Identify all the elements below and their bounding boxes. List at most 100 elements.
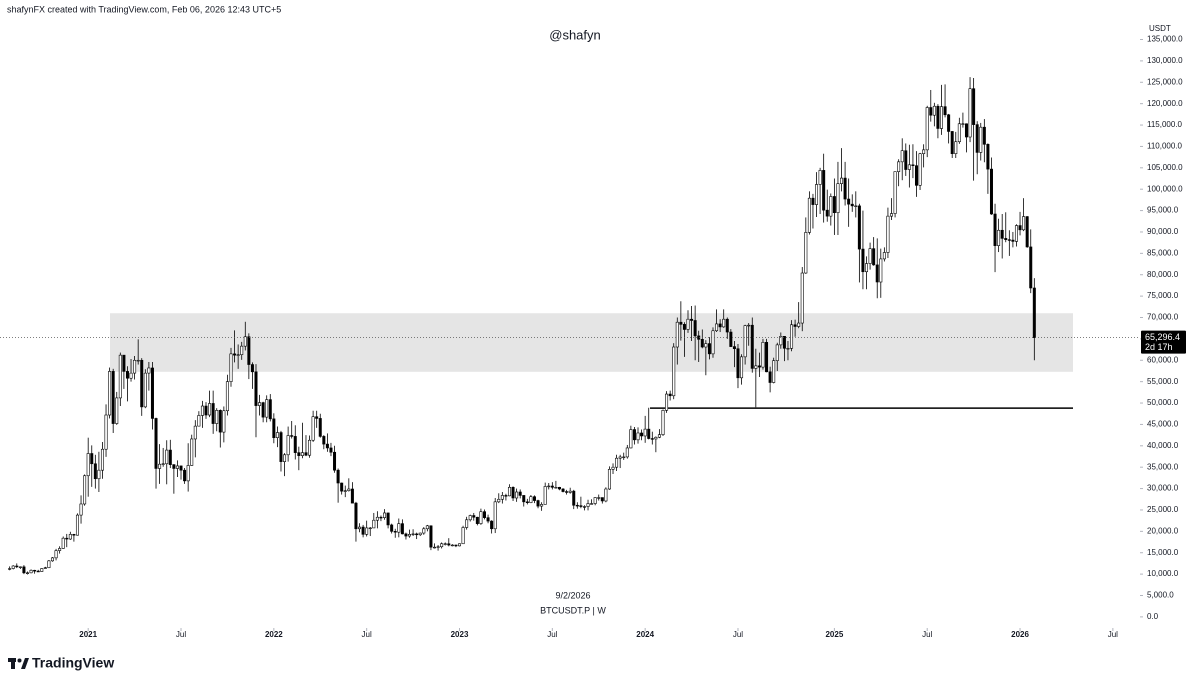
candle-body	[968, 88, 972, 138]
candle-body	[1025, 216, 1029, 248]
candle-body	[18, 566, 22, 568]
candle-body	[386, 512, 390, 526]
candle-body	[743, 325, 747, 358]
candle-body	[318, 418, 322, 437]
candle-body	[786, 347, 790, 350]
candle-body	[782, 336, 786, 349]
candle-body	[11, 565, 15, 569]
candle-body	[557, 486, 561, 490]
y-tick-label: 110,000.0	[1147, 142, 1183, 151]
candle-body	[507, 486, 511, 497]
candle-body	[272, 418, 276, 438]
candle-body	[493, 501, 497, 530]
candle-body	[47, 560, 51, 568]
candle-body	[329, 447, 333, 453]
candle-body	[93, 463, 97, 480]
candle-body	[43, 567, 47, 569]
candle-body	[718, 323, 722, 328]
y-tick-label: 75,000.0	[1147, 291, 1179, 300]
countdown: 2d 17h	[1145, 342, 1173, 352]
x-tick-label: 2026	[1011, 630, 1029, 639]
candle-body	[443, 543, 447, 545]
candle-body	[757, 365, 761, 368]
candle-body	[300, 452, 304, 456]
candle-body	[725, 318, 729, 333]
candle-body	[1000, 229, 1004, 239]
candle-body	[736, 348, 740, 379]
candle-body	[229, 353, 233, 382]
candle-body	[311, 416, 315, 441]
candle-body	[657, 434, 661, 438]
candle-body	[254, 371, 258, 406]
x-tick-label: Jul	[922, 630, 932, 639]
candle-body	[793, 324, 797, 327]
candle-body	[68, 534, 72, 540]
candle-body	[515, 491, 519, 499]
candle-body	[943, 106, 947, 116]
candle-body	[465, 519, 469, 528]
candle-body	[529, 496, 533, 503]
candle-body	[172, 464, 176, 469]
y-tick-label: 105,000.0	[1147, 163, 1183, 172]
candle-body	[111, 371, 115, 424]
candle-body	[811, 197, 815, 205]
candle-body	[636, 432, 640, 441]
candle-body	[397, 523, 401, 533]
date-label: 9/2/2026	[555, 590, 590, 600]
candle-body	[490, 520, 494, 530]
candle-body	[497, 498, 501, 503]
candle-body	[922, 149, 926, 155]
candle-body	[829, 196, 833, 217]
candle-body	[532, 496, 536, 501]
candle-body	[279, 432, 283, 462]
y-tick-label: 80,000.0	[1147, 270, 1179, 279]
candle-body	[1007, 239, 1011, 241]
candle-body	[500, 495, 504, 500]
candle-body	[40, 568, 44, 572]
candle-body	[715, 323, 719, 332]
candle-body	[932, 105, 936, 116]
candle-body	[929, 107, 933, 116]
symbol: BTCUSDT.P | W	[540, 605, 606, 615]
y-tick-label: 120,000.0	[1147, 99, 1183, 108]
candle-body	[740, 356, 744, 379]
candle-body	[836, 183, 840, 214]
candle-body	[225, 381, 229, 412]
candle-body	[36, 570, 40, 573]
candle-body	[433, 546, 437, 549]
candle-body	[415, 533, 419, 536]
candle-body	[190, 438, 194, 466]
candle-body	[361, 526, 365, 535]
candle-body	[197, 415, 201, 427]
candle-body	[429, 525, 433, 548]
candle-body	[457, 543, 461, 547]
candle-body	[25, 572, 29, 574]
candle-body	[472, 515, 476, 518]
candle-body	[704, 343, 708, 348]
candle-body	[215, 410, 219, 424]
candle-body	[183, 469, 187, 482]
header: shafynFX created with TradingView.com, F…	[7, 4, 281, 14]
candle-body	[954, 141, 958, 155]
candle-body	[372, 519, 376, 529]
candle-body	[118, 354, 122, 399]
y-tick-label: 125,000.0	[1147, 77, 1183, 86]
candle-body	[304, 452, 308, 456]
candle-body	[1018, 225, 1022, 231]
candle-body	[286, 435, 290, 456]
y-tick-label: 35,000.0	[1147, 462, 1179, 471]
candle-body	[325, 443, 329, 449]
candle-body	[840, 177, 844, 184]
candle-body	[236, 354, 240, 356]
candle-body	[365, 527, 369, 535]
candle-body	[568, 490, 572, 493]
candle-body	[907, 164, 911, 170]
candle-body	[86, 453, 90, 477]
x-tick-label: 2023	[451, 630, 469, 639]
candle-body	[582, 506, 586, 508]
candle-body	[815, 184, 819, 205]
candle-body	[904, 150, 908, 170]
candle-body	[408, 534, 412, 537]
x-tick-label: Jul	[176, 630, 186, 639]
candle-body	[222, 410, 226, 433]
